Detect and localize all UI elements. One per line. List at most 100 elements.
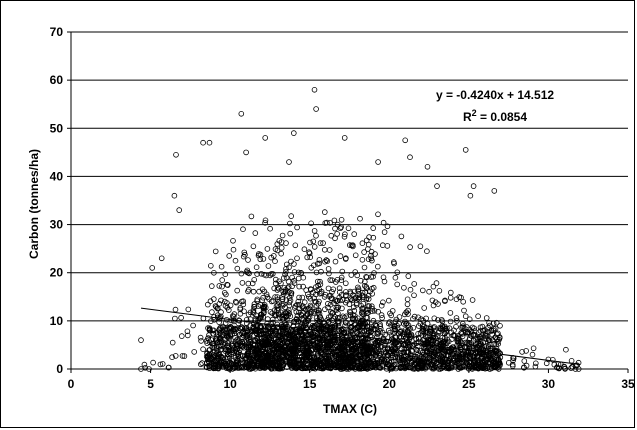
data-point — [241, 308, 247, 315]
data-point — [438, 361, 445, 367]
data-point — [469, 324, 476, 331]
data-point — [227, 331, 234, 338]
data-point — [325, 285, 332, 292]
data-point — [221, 289, 228, 296]
data-point — [336, 354, 343, 361]
data-point — [251, 345, 258, 352]
data-point — [295, 275, 302, 282]
data-point — [138, 366, 144, 372]
data-point — [446, 365, 452, 372]
data-point — [290, 323, 297, 329]
data-point — [359, 317, 366, 323]
data-point — [230, 340, 236, 347]
data-point — [310, 324, 317, 331]
data-point — [496, 336, 502, 343]
data-point — [325, 319, 332, 326]
data-point — [330, 359, 337, 365]
data-point — [477, 324, 484, 331]
data-point — [363, 314, 369, 321]
data-point — [349, 297, 356, 303]
data-point — [325, 352, 332, 359]
data-point — [307, 334, 313, 341]
data-point — [464, 329, 471, 335]
data-point — [288, 365, 295, 371]
data-point — [435, 317, 441, 323]
data-point — [444, 339, 450, 346]
data-point — [519, 349, 525, 355]
data-point — [191, 349, 198, 355]
data-point — [332, 360, 339, 367]
data-point — [478, 341, 485, 348]
data-point — [470, 353, 477, 360]
data-point — [260, 330, 267, 337]
data-point — [255, 252, 262, 259]
y-tick-label: 70 — [50, 25, 64, 39]
data-point — [349, 242, 356, 249]
data-point — [337, 344, 343, 351]
data-point — [385, 320, 392, 327]
data-point — [447, 318, 454, 325]
data-point — [332, 258, 339, 265]
x-tick-label: 30 — [542, 377, 556, 391]
trendline-line — [140, 307, 581, 365]
data-point — [431, 315, 438, 322]
data-point — [364, 347, 371, 353]
data-point — [442, 326, 449, 332]
data-point — [345, 357, 352, 363]
data-point — [268, 336, 274, 343]
data-point — [270, 253, 277, 259]
data-point — [292, 336, 299, 343]
data-point — [363, 237, 370, 244]
data-point — [485, 343, 492, 350]
data-point — [391, 325, 398, 332]
data-point — [450, 355, 457, 362]
data-point — [250, 328, 257, 334]
data-point — [378, 302, 385, 309]
data-point — [353, 300, 360, 306]
data-point — [419, 287, 426, 294]
data-point — [386, 362, 393, 369]
data-point — [222, 271, 229, 278]
data-point — [272, 258, 278, 265]
data-point — [510, 357, 516, 364]
data-point — [313, 106, 319, 112]
data-point — [429, 365, 436, 372]
y-tick-label: 30 — [50, 218, 64, 232]
data-point — [340, 313, 346, 320]
data-point — [476, 329, 482, 336]
data-point — [417, 243, 424, 250]
data-point — [465, 365, 472, 372]
data-point — [374, 344, 381, 351]
data-point — [356, 365, 363, 372]
data-point — [297, 335, 303, 342]
data-point — [454, 335, 461, 341]
data-point — [292, 242, 299, 249]
data-point — [272, 348, 279, 355]
data-point — [326, 324, 332, 331]
data-point — [222, 320, 229, 326]
data-point — [214, 362, 221, 369]
data-point — [447, 310, 454, 316]
data-point — [545, 356, 552, 363]
data-point — [217, 335, 224, 341]
data-point — [433, 335, 439, 342]
data-point — [350, 312, 356, 318]
data-point — [415, 314, 422, 321]
data-point — [261, 358, 268, 365]
data-point — [392, 274, 399, 281]
data-point — [283, 313, 289, 320]
data-point — [419, 360, 425, 366]
data-point — [378, 312, 385, 318]
data-point — [291, 261, 297, 267]
data-point — [476, 342, 483, 349]
data-point — [432, 299, 439, 306]
y-tick-label: 50 — [50, 121, 64, 135]
data-point — [252, 336, 258, 343]
data-point — [334, 344, 340, 350]
data-point — [429, 352, 436, 358]
data-point — [280, 288, 287, 295]
data-point — [255, 350, 262, 357]
data-point — [436, 287, 443, 294]
data-point — [532, 363, 539, 370]
